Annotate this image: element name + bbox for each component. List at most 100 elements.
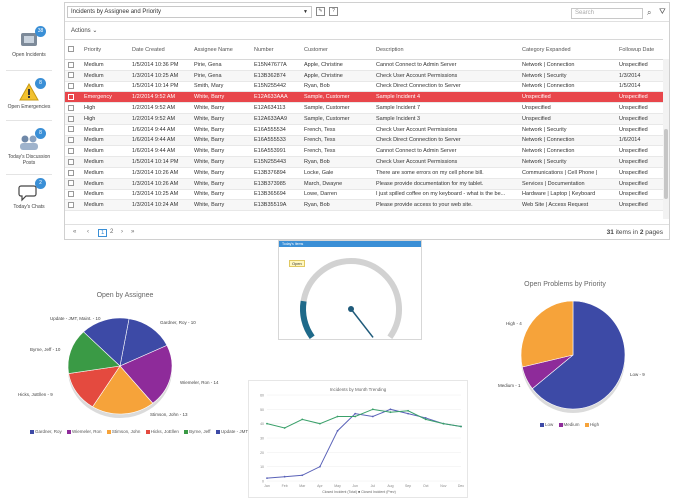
- row-checkbox[interactable]: [65, 145, 81, 158]
- data-point[interactable]: [407, 412, 409, 415]
- pie-slice[interactable]: [531, 300, 626, 410]
- row-checkbox[interactable]: [65, 156, 81, 168]
- cell-category: Network | Connection: [519, 135, 616, 147]
- cell-description: Sample Incident 3: [373, 113, 519, 125]
- filter-icon[interactable]: ⛛: [659, 7, 666, 16]
- data-point[interactable]: [424, 417, 427, 419]
- row-checkbox[interactable]: [65, 113, 81, 125]
- data-point[interactable]: [354, 412, 357, 415]
- column-header[interactable]: Followup Date: [616, 39, 663, 60]
- data-point[interactable]: [424, 418, 427, 421]
- row-checkbox[interactable]: [65, 135, 81, 147]
- pie-slice[interactable]: [67, 331, 121, 374]
- cell-customer: Sample, Customer: [301, 91, 373, 104]
- table-row[interactable]: Medium 1/3/2014 10:26 AM White, Barry E13B3…: [65, 167, 663, 179]
- table-row[interactable]: High 1/2/2014 9:52 AM White, Barry E12A6341…: [65, 102, 663, 114]
- column-header[interactable]: Date Created: [129, 39, 191, 60]
- row-checkbox[interactable]: [65, 91, 81, 104]
- table-row[interactable]: Medium 1/5/2014 10:14 PM White, Barry E15N2…: [65, 156, 663, 168]
- actions-menu[interactable]: Actions ⌄: [71, 27, 97, 34]
- data-point[interactable]: [319, 422, 321, 425]
- sidebar-item-discussion-posts[interactable]: 8 Today's Discussion Posts: [3, 128, 55, 166]
- data-point[interactable]: [266, 422, 268, 425]
- first-page-icon[interactable]: «: [73, 229, 77, 235]
- sidebar-item-open-emergencies[interactable]: 8 Open Emergencies: [3, 78, 55, 110]
- data-point[interactable]: [407, 409, 409, 412]
- column-header[interactable]: Number: [251, 39, 301, 60]
- cell-date: 1/2/2014 9:52 AM: [129, 102, 191, 114]
- row-checkbox[interactable]: [65, 70, 81, 82]
- scrollbar-thumb[interactable]: [664, 129, 668, 199]
- incidents-table: Priority Date Created Assignee Name Numb…: [65, 39, 663, 212]
- pie-slice[interactable]: [119, 318, 168, 367]
- page-2-button[interactable]: 2: [110, 229, 114, 235]
- pie-slice[interactable]: [83, 317, 130, 367]
- row-checkbox[interactable]: [65, 189, 81, 201]
- pie-slice[interactable]: [520, 300, 574, 368]
- search-icon[interactable]: ⌕: [647, 8, 652, 17]
- series-line: [266, 408, 462, 479]
- data-point[interactable]: [336, 415, 339, 418]
- row-checkbox[interactable]: [65, 178, 81, 190]
- data-point[interactable]: [389, 408, 392, 411]
- table-row[interactable]: Medium 1/3/2014 10:25 AM Pirie, Gena E13B36…: [65, 70, 663, 82]
- pie-slice[interactable]: [119, 344, 173, 404]
- page-1-button[interactable]: 1: [98, 229, 108, 237]
- sidebar-item-open-incidents[interactable]: 38 Open Incidents: [3, 26, 55, 58]
- x-tick-label: Apr: [317, 484, 323, 488]
- table-row[interactable]: Medium 1/6/2014 9:44 AM White, Barry E16A55…: [65, 145, 663, 158]
- help-icon[interactable]: ?: [329, 7, 338, 16]
- last-page-icon[interactable]: »: [131, 229, 135, 235]
- cell-followup: Unspecified: [616, 113, 663, 125]
- row-checkbox[interactable]: [65, 167, 81, 179]
- table-row[interactable]: Emergency 1/2/2014 9:52 AM White, Barry E12…: [65, 91, 663, 104]
- cell-description: There are some errors on my cell phone b…: [373, 167, 519, 179]
- data-point[interactable]: [442, 422, 445, 425]
- data-point[interactable]: [460, 425, 462, 428]
- sidebar-item-todays-chats[interactable]: 2 Today's Chats: [3, 178, 55, 210]
- edit-icon[interactable]: ✎: [316, 7, 325, 16]
- cell-priority: Medium: [81, 124, 129, 136]
- cell-priority: Medium: [81, 70, 129, 82]
- data-point[interactable]: [389, 411, 392, 414]
- row-checkbox[interactable]: [65, 59, 81, 71]
- table-row[interactable]: Medium 1/3/2014 10:24 AM White, Barry E13B3…: [65, 199, 663, 212]
- select-all-checkbox[interactable]: [65, 39, 81, 60]
- row-checkbox[interactable]: [65, 102, 81, 114]
- data-point[interactable]: [283, 427, 286, 429]
- cell-priority: Medium: [81, 156, 129, 168]
- cell-date: 1/2/2014 9:52 AM: [129, 113, 191, 125]
- data-point[interactable]: [336, 429, 339, 432]
- table-row[interactable]: Medium 1/5/2014 10:36 PM Pirie, Gena E15N47…: [65, 59, 663, 71]
- row-checkbox[interactable]: [65, 124, 81, 136]
- data-point[interactable]: [354, 415, 357, 418]
- table-row[interactable]: Medium 1/6/2014 9:44 AM White, Barry E16A55…: [65, 135, 663, 147]
- column-header[interactable]: Description: [373, 39, 519, 60]
- data-point[interactable]: [371, 408, 374, 411]
- data-point[interactable]: [301, 418, 304, 421]
- next-page-icon[interactable]: ›: [121, 229, 123, 235]
- row-checkbox[interactable]: [65, 81, 81, 93]
- table-row[interactable]: Medium 1/3/2014 10:26 AM White, Barry E13B3…: [65, 178, 663, 190]
- table-row[interactable]: High 1/2/2014 9:52 AM White, Barry E12A633A…: [65, 113, 663, 125]
- column-header[interactable]: Category Expanded: [519, 39, 616, 60]
- scrollbar[interactable]: [663, 59, 669, 219]
- column-header[interactable]: Customer: [301, 39, 373, 60]
- prev-page-icon[interactable]: ‹: [87, 229, 89, 235]
- table-row[interactable]: Medium 1/6/2014 9:44 AM White, Barry E16A55…: [65, 124, 663, 136]
- search-input[interactable]: Search: [571, 8, 643, 19]
- view-select[interactable]: Incidents by Assignee and Priority ▼: [67, 6, 312, 18]
- column-header[interactable]: Priority: [81, 39, 129, 60]
- row-checkbox[interactable]: [65, 199, 81, 212]
- data-point[interactable]: [371, 415, 374, 418]
- pie-slice[interactable]: [92, 365, 154, 415]
- legend-item: High: [584, 422, 599, 427]
- table-row[interactable]: Medium 1/3/2014 10:25 AM White, Barry E13B3…: [65, 189, 663, 201]
- total-pages: 2: [639, 229, 644, 236]
- table-row[interactable]: Medium 1/5/2014 10:14 PM Smith, Mary E15N25…: [65, 81, 663, 93]
- data-point[interactable]: [266, 477, 268, 480]
- data-point[interactable]: [319, 465, 321, 468]
- data-point[interactable]: [301, 474, 304, 477]
- data-point[interactable]: [283, 475, 286, 478]
- column-header[interactable]: Assignee Name: [191, 39, 251, 60]
